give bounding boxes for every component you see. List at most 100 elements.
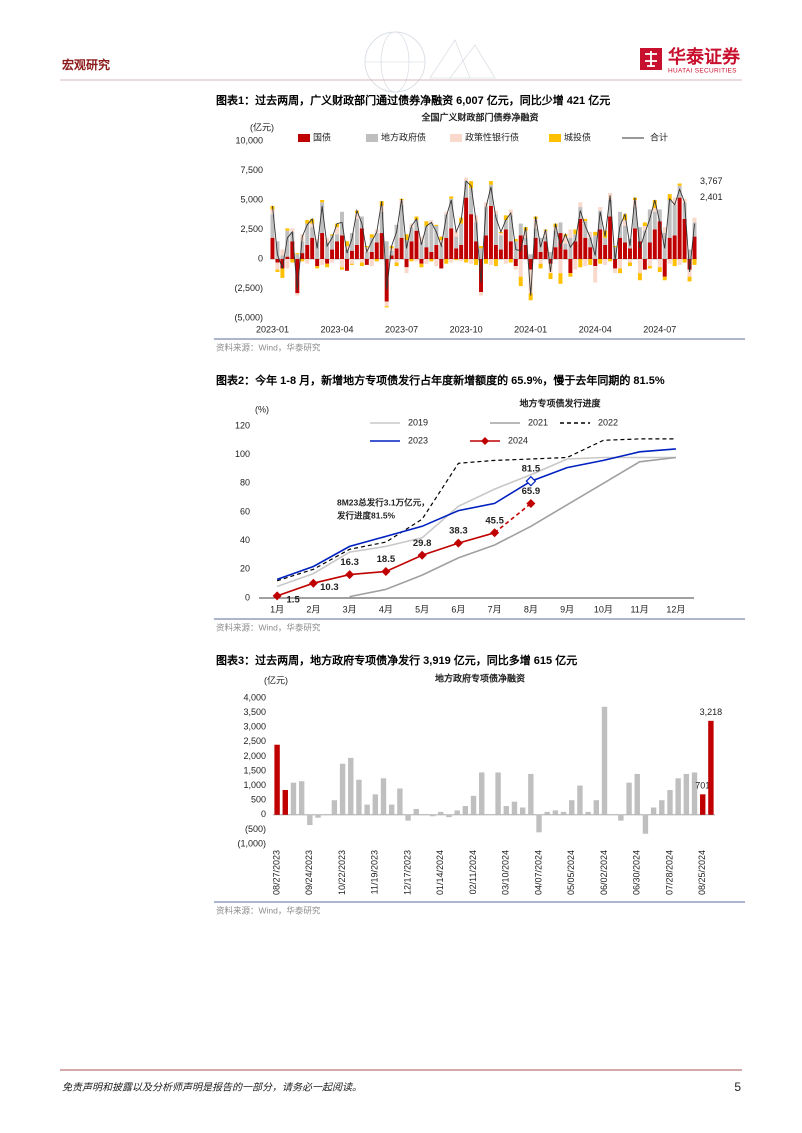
value-label: 16.3	[340, 557, 359, 568]
bar	[536, 814, 542, 833]
bar-segment	[498, 235, 503, 250]
bar	[577, 785, 583, 815]
bar-segment	[553, 227, 558, 231]
bar-segment	[295, 254, 300, 259]
bar-segment	[364, 259, 369, 265]
y-tick-label: 2,500	[243, 736, 266, 746]
page-number: 5	[734, 1080, 741, 1094]
bar-segment	[315, 266, 320, 269]
bar-segment	[305, 223, 310, 245]
bar	[560, 811, 567, 815]
bar-segment	[275, 241, 280, 259]
annotation: 2,401	[700, 192, 723, 202]
bar-segment	[349, 263, 354, 265]
bar-segment	[295, 293, 300, 296]
bar-segment	[305, 220, 310, 224]
bar-segment	[399, 204, 404, 238]
bar-segment	[434, 244, 439, 259]
bar-segment	[434, 225, 439, 245]
bar-segment	[593, 259, 598, 267]
bar-segment	[335, 241, 340, 259]
x-tick-label: 2023-04	[321, 324, 354, 334]
legend-label: 地方政府债	[381, 131, 426, 142]
bar-segment	[578, 202, 583, 208]
bar-segment	[449, 228, 454, 259]
y-tick-label: 4,000	[243, 692, 266, 702]
value-label: 3,218	[700, 707, 723, 717]
bar	[405, 814, 411, 821]
bar-segment	[280, 268, 285, 278]
bar-segment	[523, 244, 528, 259]
x-tick-label: 2024-07	[643, 324, 676, 334]
value-label: 10.3	[320, 582, 339, 593]
bar-segment	[603, 244, 608, 259]
bar-segment	[325, 237, 330, 243]
legend-label: 2023	[408, 435, 428, 445]
bar-segment	[414, 230, 419, 259]
bar-segment	[667, 237, 672, 259]
x-tick-label: 9月	[560, 604, 574, 614]
bar-segment	[354, 218, 359, 245]
bar-segment	[379, 211, 384, 234]
bar-segment	[603, 259, 608, 265]
annotation: 8M23总发行3.1万亿元，	[337, 497, 430, 507]
x-tick-label: 2024-04	[579, 324, 612, 334]
bar-segment	[285, 259, 290, 269]
legend-swatch	[366, 134, 378, 142]
bar-segment	[652, 229, 657, 259]
bar-segment	[647, 259, 652, 267]
bar-segment	[349, 259, 354, 264]
bar-segment	[613, 268, 618, 274]
chart-title: 全国广义财政部门债券净融资	[420, 111, 538, 122]
x-tick-label: 2023-07	[385, 324, 418, 334]
bar-segment	[503, 259, 508, 264]
bar-segment	[598, 207, 603, 211]
bar	[634, 773, 640, 815]
bar-segment	[652, 208, 657, 212]
bar-segment	[315, 259, 320, 267]
bar-segment	[583, 218, 588, 222]
marker	[272, 591, 282, 601]
bar-segment	[394, 248, 399, 259]
y-tick-label: (1,000)	[237, 838, 266, 848]
x-tick-label: 10/22/2023	[337, 850, 347, 895]
logo-subtext: HUATAI SECURITIES	[668, 68, 737, 75]
bar-segment	[479, 248, 484, 259]
legend-swatch	[450, 134, 462, 142]
bar	[348, 757, 354, 815]
bar-segment	[454, 259, 459, 261]
series-line	[276, 456, 676, 588]
chart-title: 地方政府专项债净融资	[435, 672, 525, 683]
x-tick-label: 12/17/2023	[402, 850, 412, 895]
bar-segment	[469, 214, 474, 259]
bar-segment	[325, 263, 330, 268]
series-line	[276, 448, 676, 581]
bar-segment	[320, 202, 325, 234]
bar-segment	[598, 210, 603, 230]
bar-segment	[692, 236, 697, 259]
x-tick-label: 2023-01	[256, 324, 289, 334]
chart-title: 地方专项债发行进度	[519, 397, 601, 408]
bar-segment	[632, 200, 637, 208]
bar-segment	[354, 212, 359, 219]
legend-label: 2021	[528, 417, 548, 427]
bar-segment	[330, 234, 335, 236]
bar-segment	[374, 259, 379, 262]
bar-segment	[454, 230, 459, 237]
bar	[618, 814, 624, 821]
y-tick-label: 1,000	[243, 780, 266, 790]
bar-segment	[340, 259, 344, 268]
bar-segment	[459, 223, 464, 245]
bar-segment	[568, 237, 573, 259]
y-tick-label: 5,000	[240, 194, 263, 204]
x-tick-label: 06/02/2024	[599, 850, 609, 895]
x-tick-label: 11/19/2023	[370, 850, 380, 894]
bar-segment	[389, 250, 394, 256]
bar	[659, 800, 665, 815]
bar-segment	[632, 207, 637, 229]
logo: 华泰证券 HUATAI SECURITIES	[640, 46, 741, 75]
bar-segment	[493, 214, 498, 245]
y-tick-label: 3,000	[243, 722, 266, 732]
value-label: 18.5	[377, 554, 396, 565]
bar-segment	[369, 259, 374, 267]
